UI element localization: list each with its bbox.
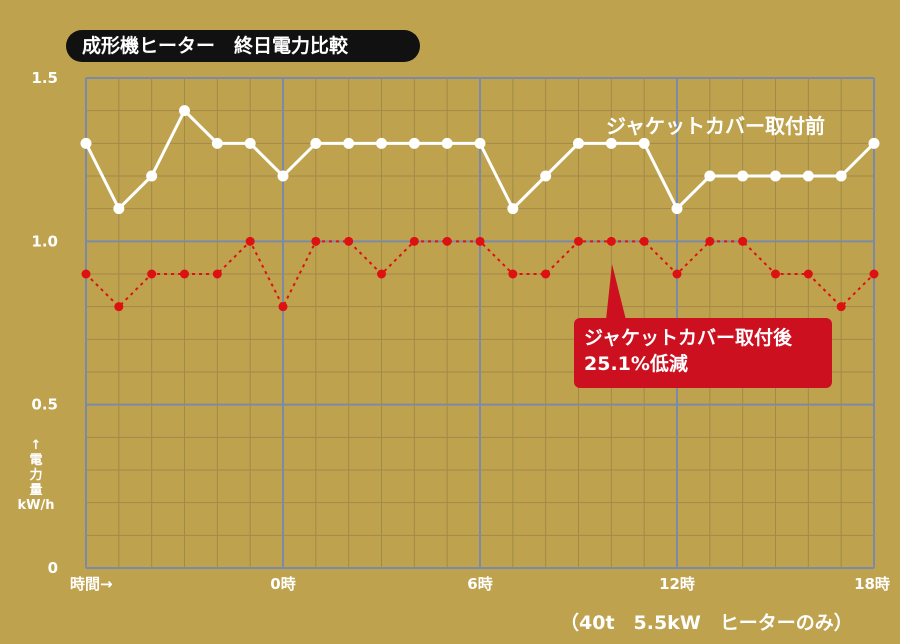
y-axis-label-char: 力 xyxy=(29,468,43,483)
callout-label: ジャケットカバー取付後 xyxy=(584,327,793,349)
data-point-before xyxy=(704,170,716,182)
data-point-after xyxy=(212,269,222,279)
data-point-before xyxy=(507,203,519,215)
data-point-after xyxy=(344,236,354,246)
data-point-before xyxy=(146,170,158,182)
data-point-before xyxy=(113,203,125,215)
y-axis-label-char: 電 xyxy=(29,453,43,468)
data-point-before xyxy=(80,137,92,149)
data-point-after xyxy=(442,236,452,246)
y-tick-label: 0.5 xyxy=(31,396,58,414)
data-point-after xyxy=(475,236,485,246)
data-point-before xyxy=(835,170,847,182)
y-tick-label: 1.5 xyxy=(31,69,58,87)
data-point-before xyxy=(770,170,781,182)
data-point-before xyxy=(179,105,190,117)
x-tick-label: 12時 xyxy=(659,575,695,593)
data-point-before xyxy=(277,170,289,182)
data-point-before xyxy=(573,137,584,149)
data-point-after xyxy=(541,269,551,279)
data-point-before xyxy=(474,137,486,149)
data-point-after xyxy=(377,269,386,279)
data-point-before xyxy=(343,137,355,149)
data-point-after xyxy=(705,236,715,246)
footnote: （40t 5.5kW ヒーターのみ） xyxy=(560,612,853,634)
data-point-after xyxy=(738,236,748,246)
data-point-before xyxy=(605,137,617,149)
y-tick-label: 0 xyxy=(48,559,58,577)
y-axis-unit: kW/h xyxy=(17,498,55,513)
data-point-after xyxy=(672,269,682,279)
x-tick-label: 時間→ xyxy=(70,575,113,593)
x-tick-label: 18時 xyxy=(854,575,890,593)
callout-after-cover: ジャケットカバー取付後 25.1%低減 xyxy=(574,318,832,388)
callout-pointer xyxy=(606,264,626,320)
data-point-before xyxy=(802,170,814,182)
callout-reduction: 25.1%低減 xyxy=(584,353,688,375)
data-point-after xyxy=(114,302,124,312)
data-point-before xyxy=(868,137,880,149)
y-tick-label: 1.0 xyxy=(31,232,58,250)
y-axis-label-char: 量 xyxy=(29,483,43,498)
data-point-before xyxy=(638,137,650,149)
data-point-after xyxy=(869,269,879,279)
legend-before-cover: ジャケットカバー取付前 xyxy=(606,114,825,138)
data-point-after xyxy=(409,236,419,246)
data-point-after xyxy=(311,236,321,246)
data-point-before xyxy=(211,137,223,149)
data-point-before xyxy=(671,203,683,215)
data-point-after xyxy=(803,269,813,279)
data-point-after xyxy=(180,269,189,279)
data-point-after xyxy=(574,236,583,246)
data-point-before xyxy=(540,170,552,182)
data-point-after xyxy=(639,236,649,246)
data-point-before xyxy=(737,170,749,182)
data-point-after xyxy=(147,269,157,279)
x-tick-label: 0時 xyxy=(270,575,295,593)
data-point-before xyxy=(310,137,322,149)
x-tick-label: 6時 xyxy=(467,575,492,593)
y-axis-arrow-icon: ↑ xyxy=(30,438,42,453)
data-point-after xyxy=(278,302,288,312)
data-point-after xyxy=(836,302,846,312)
data-point-before xyxy=(408,137,420,149)
chart-title: 成形機ヒーター 終日電力比較 xyxy=(66,30,420,62)
data-point-after xyxy=(508,269,518,279)
y-axis-label-text: 電力量 xyxy=(14,453,58,498)
data-point-before xyxy=(441,137,453,149)
data-point-after xyxy=(771,269,780,279)
y-axis-label: ↑ 電力量 kW/h xyxy=(14,438,58,513)
data-point-before xyxy=(376,137,387,149)
data-point-after xyxy=(606,236,616,246)
data-point-after xyxy=(245,236,255,246)
data-point-after xyxy=(81,269,91,279)
data-point-before xyxy=(244,137,256,149)
